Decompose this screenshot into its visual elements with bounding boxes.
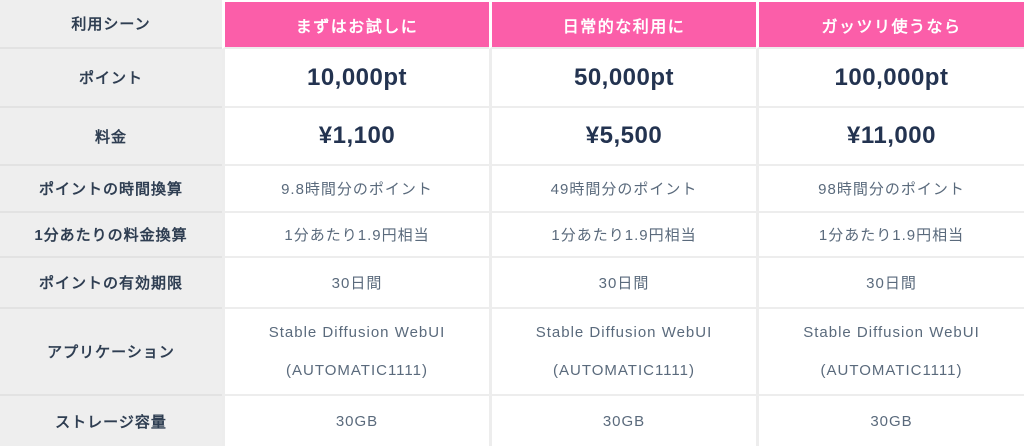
- application-variant: (AUTOMATIC1111): [286, 362, 428, 379]
- plan-header-daily: 日常的な利用に: [489, 0, 756, 49]
- row-label-points: ポイント: [0, 49, 222, 108]
- row-label-per-minute: 1分あたりの料金換算: [0, 213, 222, 258]
- per-minute-value: 1分あたり1.9円相当: [756, 213, 1024, 258]
- expiry-value: 30日間: [489, 258, 756, 309]
- plan-header-heavy: ガッツリ使うなら: [756, 0, 1024, 49]
- storage-value: 30GB: [756, 396, 1024, 446]
- application-name: Stable Diffusion WebUI: [535, 324, 713, 341]
- application-value: Stable Diffusion WebUI (AUTOMATIC1111): [756, 309, 1024, 396]
- per-minute-value: 1分あたり1.9円相当: [489, 213, 756, 258]
- storage-value: 30GB: [222, 396, 489, 446]
- hours-value: 98時間分のポイント: [756, 166, 1024, 213]
- application-value: Stable Diffusion WebUI (AUTOMATIC1111): [489, 309, 756, 396]
- hours-value: 49時間分のポイント: [489, 166, 756, 213]
- table-row-hours: ポイントの時間換算 9.8時間分のポイント 49時間分のポイント 98時間分のポ…: [0, 166, 1024, 213]
- row-label-application: アプリケーション: [0, 309, 222, 396]
- table-row-points: ポイント 10,000pt 50,000pt 100,000pt: [0, 49, 1024, 108]
- price-value: ¥5,500: [489, 108, 756, 166]
- expiry-value: 30日間: [222, 258, 489, 309]
- table-row-application: アプリケーション Stable Diffusion WebUI (AUTOMAT…: [0, 309, 1024, 396]
- table-row-expiry: ポイントの有効期限 30日間 30日間 30日間: [0, 258, 1024, 309]
- per-minute-value: 1分あたり1.9円相当: [222, 213, 489, 258]
- application-variant: (AUTOMATIC1111): [820, 362, 963, 379]
- row-label-storage: ストレージ容量: [0, 396, 222, 446]
- row-label-price: 料金: [0, 108, 222, 166]
- plan-header-trial: まずはお試しに: [222, 0, 489, 49]
- application-name: Stable Diffusion WebUI: [803, 324, 980, 341]
- points-value: 10,000pt: [222, 49, 489, 108]
- price-value: ¥11,000: [756, 108, 1024, 166]
- hours-value: 9.8時間分のポイント: [222, 166, 489, 213]
- application-variant: (AUTOMATIC1111): [553, 362, 695, 379]
- row-label-hours: ポイントの時間換算: [0, 166, 222, 213]
- expiry-value: 30日間: [756, 258, 1024, 309]
- usage-scene-header: 利用シーン: [0, 0, 222, 49]
- points-value: 50,000pt: [489, 49, 756, 108]
- table-row-storage: ストレージ容量 30GB 30GB 30GB: [0, 396, 1024, 446]
- points-value: 100,000pt: [756, 49, 1024, 108]
- table-header-row: 利用シーン まずはお試しに 日常的な利用に ガッツリ使うなら: [0, 0, 1024, 49]
- application-value: Stable Diffusion WebUI (AUTOMATIC1111): [222, 309, 489, 396]
- price-value: ¥1,100: [222, 108, 489, 166]
- table-row-price: 料金 ¥1,100 ¥5,500 ¥11,000: [0, 108, 1024, 166]
- application-name: Stable Diffusion WebUI: [268, 324, 446, 341]
- table-row-per-minute: 1分あたりの料金換算 1分あたり1.9円相当 1分あたり1.9円相当 1分あたり…: [0, 213, 1024, 258]
- storage-value: 30GB: [489, 396, 756, 446]
- row-label-expiry: ポイントの有効期限: [0, 258, 222, 309]
